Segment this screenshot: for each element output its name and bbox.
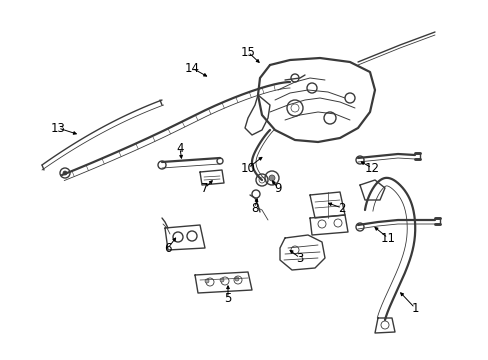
Text: 15: 15: [240, 45, 255, 58]
Text: 5: 5: [224, 292, 231, 305]
Circle shape: [63, 171, 67, 175]
Text: 6: 6: [164, 242, 171, 255]
Circle shape: [204, 279, 208, 283]
Text: 10: 10: [240, 162, 255, 175]
Text: 9: 9: [274, 181, 281, 194]
Circle shape: [220, 278, 224, 282]
Circle shape: [268, 175, 274, 181]
Text: 1: 1: [410, 302, 418, 315]
Circle shape: [235, 277, 239, 281]
Text: 11: 11: [380, 231, 395, 244]
Text: 4: 4: [176, 141, 183, 154]
Text: 12: 12: [364, 162, 379, 175]
Text: 7: 7: [201, 181, 208, 194]
Text: 14: 14: [184, 62, 199, 75]
Text: 8: 8: [251, 202, 258, 215]
Text: 3: 3: [296, 252, 303, 265]
Text: 2: 2: [338, 202, 345, 215]
Text: 13: 13: [50, 122, 65, 135]
